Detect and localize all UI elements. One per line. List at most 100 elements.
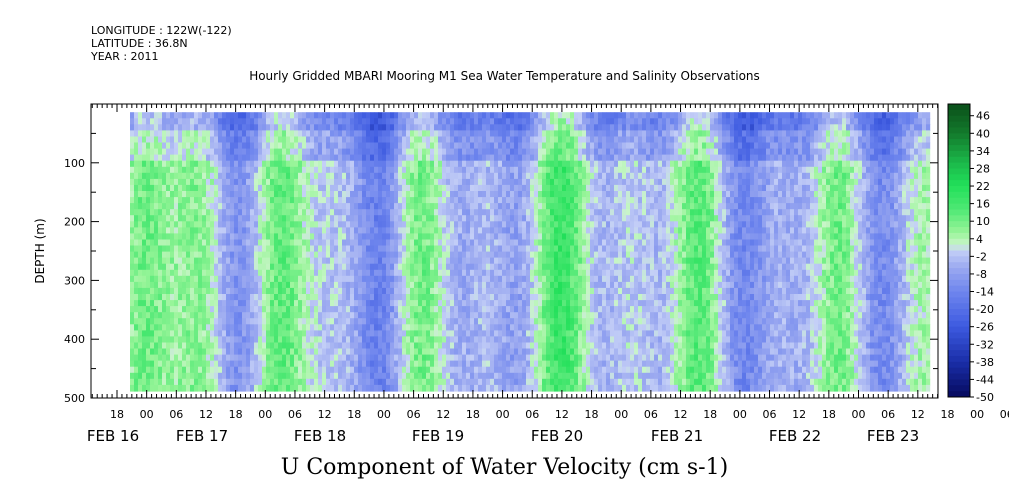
heatmap-cell	[214, 172, 219, 180]
heatmap-cell	[278, 336, 283, 344]
heatmap-cell	[282, 251, 287, 259]
heatmap-cell	[326, 172, 331, 180]
heatmap-cell	[290, 197, 295, 204]
heatmap-cell	[158, 318, 163, 325]
heatmap-cell	[482, 148, 487, 156]
heatmap-cell	[206, 178, 211, 186]
heatmap-cell	[490, 203, 495, 210]
heatmap-cell	[298, 191, 303, 198]
heatmap-cell	[282, 275, 287, 283]
heatmap-cell	[142, 160, 147, 168]
heatmap-cell	[466, 184, 471, 192]
heatmap-cell	[214, 287, 219, 295]
heatmap-cell	[382, 221, 387, 228]
heatmap-cell	[434, 239, 439, 247]
heatmap-cell	[390, 166, 395, 174]
heatmap-cell	[178, 130, 183, 138]
heatmap-cell	[142, 142, 147, 150]
heatmap-cell	[350, 366, 355, 374]
heatmap-cell	[234, 275, 239, 283]
heatmap-cell	[442, 124, 447, 131]
heatmap-cell	[262, 294, 267, 301]
heatmap-cell	[494, 178, 499, 186]
heatmap-cell	[166, 209, 171, 216]
heatmap-cell	[250, 263, 255, 271]
heatmap-cell	[362, 130, 367, 138]
heatmap-cell	[466, 172, 471, 180]
heatmap-cell	[470, 227, 475, 235]
heatmap-cell	[434, 136, 439, 144]
heatmap-cell	[382, 148, 387, 156]
heatmap-cell	[490, 154, 495, 162]
heatmap-cell	[306, 221, 311, 228]
heatmap-cell	[194, 312, 199, 319]
heatmap-cell	[246, 148, 251, 156]
heatmap-cell	[466, 378, 471, 386]
heatmap-cell	[550, 294, 555, 301]
heatmap-cell	[418, 130, 423, 138]
heatmap-cell	[410, 233, 415, 241]
heatmap-cell	[286, 306, 291, 313]
heatmap-cell	[458, 257, 463, 265]
heatmap-cell	[422, 348, 427, 356]
heatmap-cell	[370, 191, 375, 198]
heatmap-cell	[318, 239, 323, 247]
heatmap-cell	[278, 233, 283, 241]
heatmap-cell	[406, 275, 411, 283]
heatmap-cell	[170, 287, 175, 295]
heatmap-cell	[166, 239, 171, 247]
heatmap-cell	[182, 148, 187, 156]
heatmap-cell	[434, 348, 439, 356]
heatmap-cell	[366, 378, 371, 386]
heatmap-cell	[542, 154, 547, 162]
heatmap-cell	[366, 209, 371, 216]
heatmap-cell	[366, 197, 371, 204]
heatmap-cell	[250, 318, 255, 325]
heatmap-cell	[502, 154, 507, 162]
heatmap-cell	[346, 384, 351, 392]
heatmap-cell	[554, 269, 559, 277]
heatmap-cell	[202, 251, 207, 259]
heatmap-cell	[454, 354, 459, 362]
heatmap-cell	[498, 148, 503, 156]
heatmap-cell	[402, 184, 407, 192]
heatmap-cell	[306, 263, 311, 271]
heatmap-cell	[162, 215, 167, 222]
heatmap-cell	[254, 275, 259, 283]
heatmap-cell	[518, 312, 523, 319]
heatmap-cell	[390, 239, 395, 247]
heatmap-cell	[174, 172, 179, 180]
heatmap-cell	[138, 209, 143, 216]
heatmap-cell	[190, 142, 195, 150]
heatmap-cell	[462, 166, 467, 174]
heatmap-cell	[278, 124, 283, 131]
heatmap-cell	[558, 160, 563, 168]
heatmap-cell	[290, 142, 295, 150]
heatmap-cell	[466, 366, 471, 374]
heatmap-cell	[290, 348, 295, 356]
heatmap-cell	[266, 378, 271, 386]
heatmap-cell	[250, 142, 255, 150]
heatmap-cell	[154, 191, 159, 198]
heatmap-cell	[218, 221, 223, 228]
heatmap-cell	[158, 300, 163, 307]
heatmap-cell	[138, 184, 143, 192]
heatmap-cell	[518, 227, 523, 235]
heatmap-cell	[222, 184, 227, 192]
heatmap-cell	[450, 342, 455, 350]
heatmap-cell	[298, 360, 303, 368]
heatmap-cell	[538, 166, 543, 174]
heatmap-cell	[134, 275, 139, 283]
heatmap-cell	[526, 160, 531, 168]
heatmap-cell	[406, 269, 411, 277]
heatmap-cell	[482, 245, 487, 253]
heatmap-cell	[550, 245, 555, 253]
heatmap-cell	[562, 124, 567, 131]
heatmap-cell	[134, 154, 139, 162]
heatmap-cell	[334, 366, 339, 374]
heatmap-cell	[158, 142, 163, 150]
heatmap-cell	[222, 287, 227, 295]
heatmap-cell	[502, 209, 507, 216]
heatmap-cell	[174, 300, 179, 307]
heatmap-cell	[474, 275, 479, 283]
